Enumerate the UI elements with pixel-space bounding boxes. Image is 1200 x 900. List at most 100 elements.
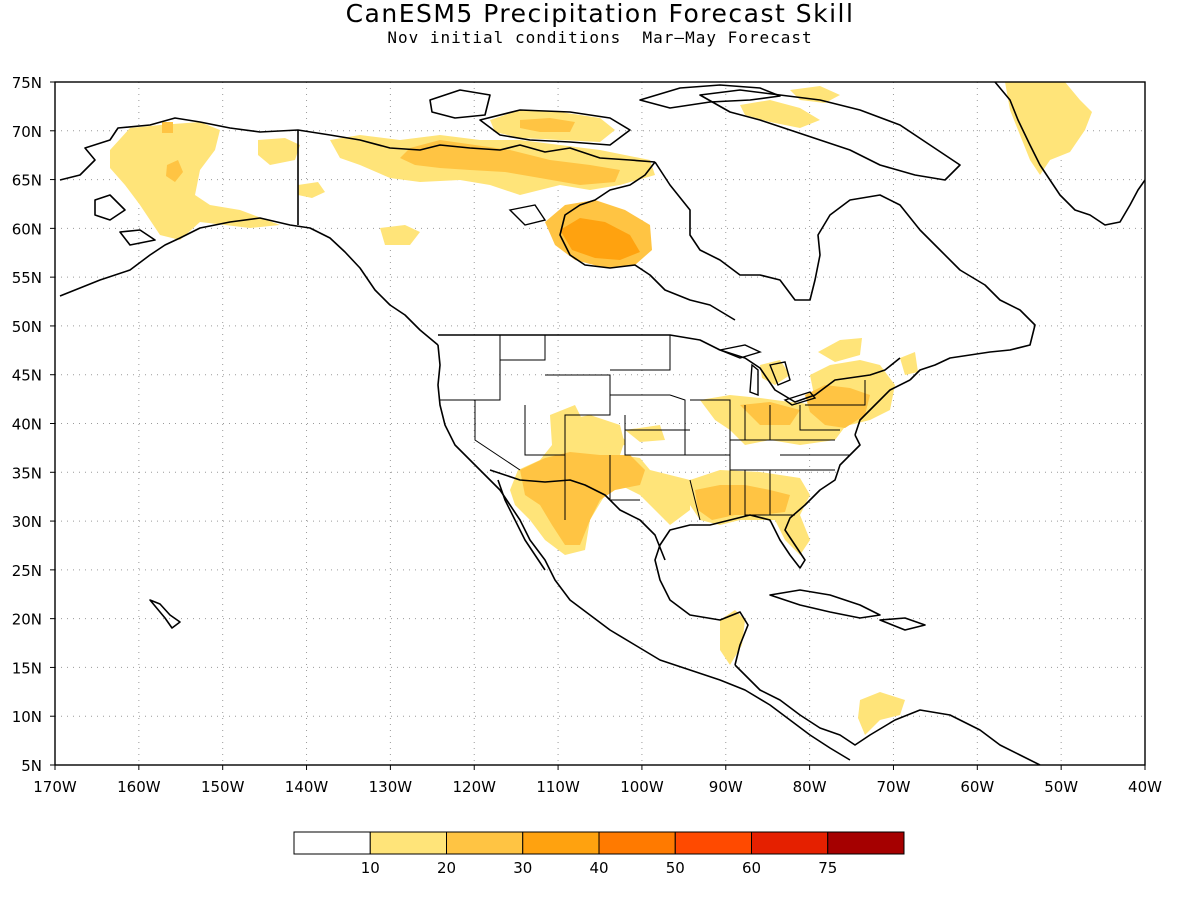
coastline-atlantic <box>854 379 911 436</box>
border-state-19 <box>799 405 840 431</box>
lat-axis-labels: 5N 10N 15N 20N 25N 30N 35N 40N 45N 50N 55N 60N 65N 70… <box>12 74 55 775</box>
coastline-central-america <box>734 664 1041 765</box>
lake-huron <box>769 361 791 386</box>
lat-tick-label: 10N <box>12 708 42 726</box>
colorbar-label: 75 <box>818 859 837 877</box>
border-state-5 <box>545 374 611 520</box>
lon-tick-label: 70W <box>877 778 911 796</box>
lat-tick-label: 50N <box>12 318 42 336</box>
skill-region-greenland <box>1005 82 1092 175</box>
lon-tick-label: 170W <box>33 778 77 796</box>
border-state-3 <box>500 335 546 361</box>
lat-tick-label: 5N <box>21 757 42 775</box>
skill-region-hudson-west-core <box>560 218 640 260</box>
border-us-canada <box>438 334 901 403</box>
colorbar-segment <box>369 831 447 855</box>
lon-tick-label: 140W <box>285 778 329 796</box>
border-state-4 <box>524 405 565 456</box>
lake-michigan <box>749 363 759 397</box>
colorbar-segment <box>522 831 600 855</box>
coastline-gulf-mexico <box>654 434 861 666</box>
great-bear-lake <box>508 204 547 226</box>
lon-tick-label: 60W <box>960 778 994 796</box>
skill-region-northeast-core <box>805 385 870 428</box>
lon-tick-label: 130W <box>369 778 413 796</box>
skill-region-baffin2 <box>790 86 840 103</box>
lon-tick-label: 120W <box>452 778 496 796</box>
skill-region-gulf-core <box>695 485 790 520</box>
coastline-hudson-bay <box>654 161 1036 381</box>
lat-tick-label: 70N <box>12 123 42 141</box>
border-state-8 <box>624 394 686 456</box>
skill-region-yukon <box>258 138 300 165</box>
coastline-ellesmere <box>639 84 781 109</box>
skill-region-yucatan <box>720 610 745 665</box>
border-us-mexico <box>489 469 666 561</box>
lake-superior <box>717 344 762 359</box>
skill-region-quebec <box>818 338 862 362</box>
lon-tick-label: 50W <box>1044 778 1078 796</box>
lat-tick-label: 15N <box>12 659 42 677</box>
lon-tick-label: 100W <box>620 778 664 796</box>
coastline-greenland <box>994 82 1145 226</box>
lat-tick-label: 75N <box>12 74 42 92</box>
coastline-alaska-west <box>94 194 126 221</box>
lon-tick-label: 110W <box>536 778 580 796</box>
border-state-14 <box>744 470 795 516</box>
state-borders <box>440 335 866 521</box>
lat-tick-label: 20N <box>12 611 42 629</box>
lat-tick-label: 55N <box>12 269 42 287</box>
skill-region-maritimes <box>900 352 918 375</box>
map-subtitle: Nov initial conditions Mar—May Forecast <box>387 28 813 47</box>
skill-region-yukon2 <box>298 182 325 198</box>
colorbar-label: 40 <box>589 859 608 877</box>
lat-tick-label: 30N <box>12 513 42 531</box>
border-state-10 <box>609 455 640 501</box>
border-state-6 <box>610 335 671 371</box>
lakes <box>508 204 817 406</box>
coastline-alaska-north <box>59 117 656 181</box>
lon-tick-label: 150W <box>201 778 245 796</box>
coastline-hawaii <box>149 599 181 629</box>
lon-axis-labels: 170W 160W 150W 140W 130W 120W 110W 100W 90W 80W 70… <box>33 765 1162 796</box>
coastline-cuba <box>769 589 881 619</box>
skill-region-alaska-core <box>166 160 183 182</box>
skill-region-colorado <box>565 415 625 448</box>
border-state-16 <box>690 399 731 455</box>
skill-region-alaska <box>110 122 280 240</box>
lat-tick-label: 65N <box>12 172 42 190</box>
lat-tick-label: 45N <box>12 367 42 385</box>
lat-tick-label: 60N <box>12 220 42 238</box>
border-state-1 <box>440 335 501 401</box>
coastline-banks-island <box>429 89 491 119</box>
lat-tick-label: 35N <box>12 464 42 482</box>
skill-region-alaska-north <box>162 122 173 133</box>
colorbar-segment <box>446 831 524 855</box>
lon-tick-label: 160W <box>117 778 161 796</box>
coastline-baja <box>497 479 546 571</box>
colorbar-segment <box>751 831 829 855</box>
colorbar-label: 30 <box>513 859 532 877</box>
border-state-20 <box>805 380 866 406</box>
skill-region-south-america <box>858 692 905 735</box>
lon-tick-label: 90W <box>709 778 743 796</box>
colorbar: 10 20 30 40 50 60 75 <box>293 831 905 877</box>
lon-tick-label: 80W <box>793 778 827 796</box>
colorbar-segment <box>674 831 752 855</box>
lat-tick-label: 25N <box>12 562 42 580</box>
skill-region-southwest-core <box>520 452 645 545</box>
colorbar-label: 10 <box>361 859 380 877</box>
coastline-victoria-island <box>479 109 631 146</box>
coastline-hudson-bay-west <box>559 161 736 321</box>
lake-erie <box>783 391 817 406</box>
lon-tick-label: 40W <box>1128 778 1162 796</box>
coastline-baffin-island <box>699 89 961 181</box>
coastline-hispaniola <box>879 617 926 631</box>
coastline-alaska-south <box>59 217 439 346</box>
lat-tick-label: 40N <box>12 416 42 434</box>
coastline-alaska-peninsula <box>119 229 156 246</box>
skill-region-nw-territories-core <box>400 140 620 185</box>
colorbar-label: 20 <box>437 859 456 877</box>
map-title: CanESM5 Precipitation Forecast Skill <box>345 0 855 28</box>
skill-region-arctic-islands-core <box>520 118 575 132</box>
